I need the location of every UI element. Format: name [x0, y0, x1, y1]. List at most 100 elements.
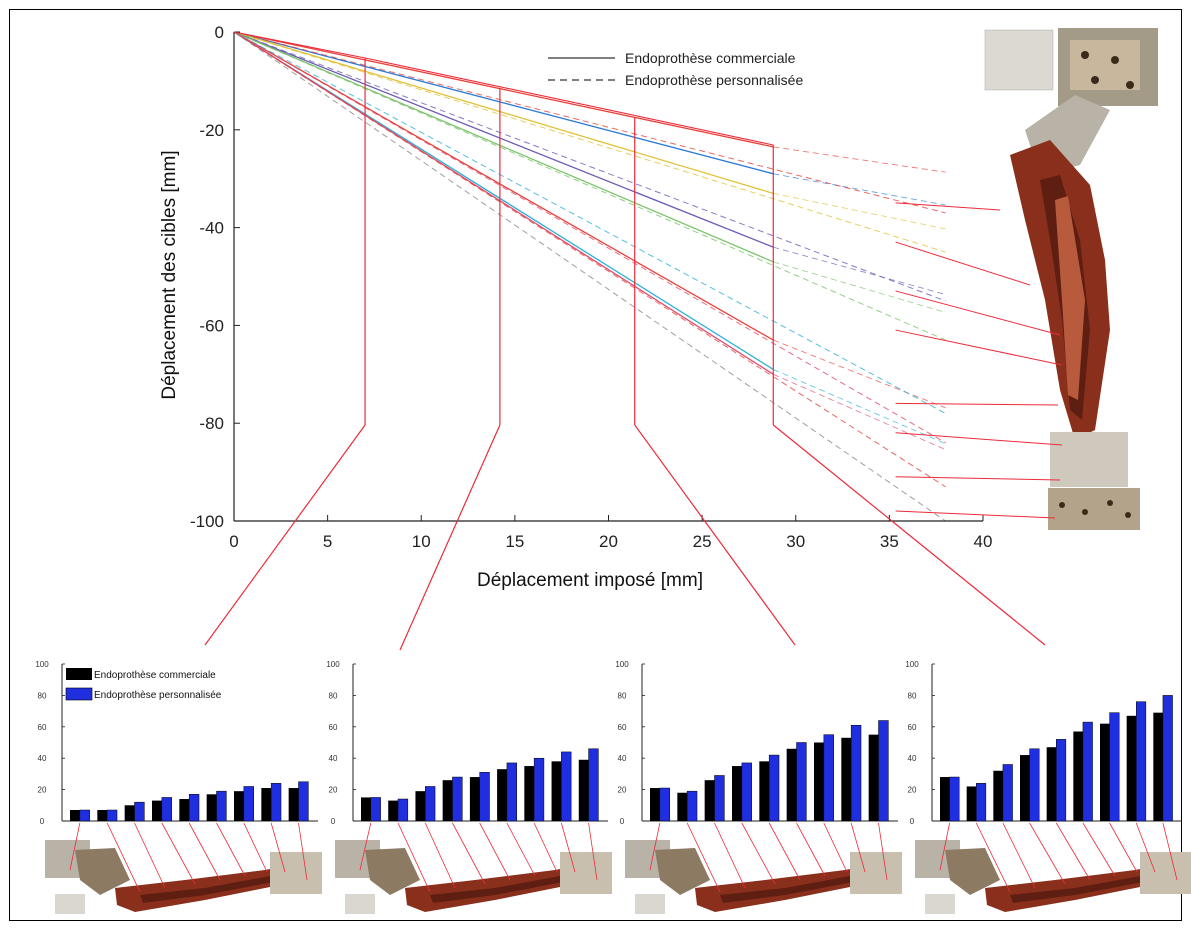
- photo-connector-line: [895, 476, 1061, 481]
- bar-commercial: [288, 788, 299, 821]
- bar-y-tick-label: 100: [326, 660, 340, 669]
- bar-custom: [850, 724, 862, 822]
- x-tick-label: 30: [786, 532, 805, 551]
- bar-commercial: [841, 737, 852, 821]
- horizontal-specimen-photo: [915, 840, 1191, 914]
- bar-y-tick-label: 40: [908, 754, 917, 763]
- horizontal-specimen-photo: [625, 840, 902, 914]
- bar-chart-panel: 0 20 40 60 80 100: [615, 660, 898, 893]
- bar-custom: [1029, 748, 1040, 822]
- bar-custom: [424, 786, 436, 822]
- bar-custom: [452, 776, 463, 822]
- bar-y-tick-label: 20: [329, 786, 338, 795]
- x-axis-title: Déplacement imposé [mm]: [477, 570, 703, 591]
- bar-commercial: [361, 797, 371, 821]
- bar-custom: [106, 809, 118, 822]
- series-line-custom: [233, 31, 946, 414]
- series-line-commercial: [233, 31, 774, 248]
- bar-y-tick-label: 20: [38, 786, 47, 795]
- photo-connector-line: [895, 241, 1031, 286]
- bar-commercial: [814, 742, 824, 821]
- photo-connector-line: [895, 329, 1063, 366]
- bar-commercial: [388, 800, 399, 821]
- bar-photo-connector: [796, 822, 826, 877]
- bar-chart-panel: 0 20 40 60 80 100: [326, 660, 608, 893]
- bar-photo-connector: [1082, 822, 1116, 877]
- x-tick-label: 15: [505, 532, 524, 551]
- photo-base: [635, 894, 665, 914]
- bar-photo-connector: [714, 822, 746, 889]
- bar-chart-panel: 0 20 40 60 80 100: [35, 660, 318, 893]
- legend-swatch-commercial: [66, 668, 92, 680]
- bar-commercial: [497, 769, 507, 821]
- bar-y-tick-label: 100: [905, 660, 919, 669]
- photo-fixture-right: [560, 852, 612, 894]
- bar-custom: [79, 809, 90, 822]
- photo-bone-shade: [720, 876, 853, 903]
- photo-clamp: [945, 848, 1000, 895]
- bar-photo-connector: [686, 822, 721, 893]
- bar-photo-connector: [359, 822, 372, 871]
- bar-legend: Endoprothèse commerciale Endoprothèse pe…: [65, 668, 222, 701]
- series-line-extension: [773, 192, 946, 230]
- bar-photo-connector: [1029, 822, 1066, 885]
- bar-custom: [1136, 701, 1147, 822]
- bar-custom: [796, 742, 807, 822]
- bar-custom: [1082, 721, 1093, 822]
- series-line-extension: [773, 246, 946, 295]
- bar-y-tick-label: 0: [331, 817, 336, 826]
- horizontal-specimen-photo: [45, 840, 322, 914]
- bar-commercial: [179, 799, 190, 821]
- x-tick-label: 35: [880, 532, 899, 551]
- x-tick-label: 25: [693, 532, 712, 551]
- series-line-extension: [773, 368, 946, 445]
- bar-commercial: [152, 800, 162, 821]
- y-tick-label: -60: [199, 316, 224, 335]
- bar-commercial: [677, 792, 688, 821]
- bar-custom: [161, 797, 172, 822]
- photo-connector-line: [895, 402, 1059, 406]
- bar-custom: [506, 762, 517, 822]
- zoom-connector-line: [204, 424, 366, 646]
- bar-photo-connector: [741, 822, 776, 885]
- horizontal-specimen-photo: [335, 840, 612, 914]
- bar-commercial: [759, 761, 770, 821]
- bar-y-tick-label: 40: [329, 754, 338, 763]
- bar-y-tick-label: 20: [908, 786, 917, 795]
- bar-commercial: [551, 761, 562, 821]
- bar-photo-connector: [506, 822, 536, 877]
- series-line-commercial: [233, 31, 774, 263]
- main-legend: Endoprothèse commerciale Endoprothèse pe…: [548, 50, 803, 88]
- photo-bone-shade: [430, 876, 563, 903]
- series-line-extension: [773, 146, 946, 173]
- photo-base: [925, 894, 955, 914]
- y-tick-label: -40: [199, 219, 224, 238]
- bar-custom: [134, 801, 145, 822]
- marker-top-connector: [233, 31, 774, 146]
- zoom-connector-line: [634, 424, 796, 646]
- bar-photo-connector: [1109, 822, 1138, 873]
- series-line-custom: [233, 31, 946, 444]
- bar-photo-connector: [106, 822, 141, 893]
- bar-photo-connector: [479, 822, 511, 881]
- vertical-specimen-photo: [984, 28, 1158, 530]
- bar-commercial: [1100, 723, 1110, 821]
- bar-commercial: [442, 780, 453, 821]
- series-line-commercial: [233, 31, 774, 370]
- photo-base: [345, 894, 375, 914]
- bar-photo-connector: [452, 822, 486, 885]
- bar-y-tick-label: 0: [910, 817, 915, 826]
- photo-clamp: [75, 848, 130, 895]
- bar-custom: [188, 794, 200, 822]
- bar-photo-connector: [69, 822, 81, 871]
- bar-commercial: [469, 777, 480, 821]
- bar-y-tick-label: 80: [618, 691, 627, 700]
- bar-custom: [561, 751, 572, 822]
- photo-connector-line: [895, 290, 1061, 336]
- bar-custom: [370, 797, 381, 822]
- bar-commercial: [993, 770, 1003, 821]
- bar-custom: [270, 783, 282, 822]
- x-tick-label: 10: [412, 532, 431, 551]
- bar-photo-connector: [397, 822, 431, 893]
